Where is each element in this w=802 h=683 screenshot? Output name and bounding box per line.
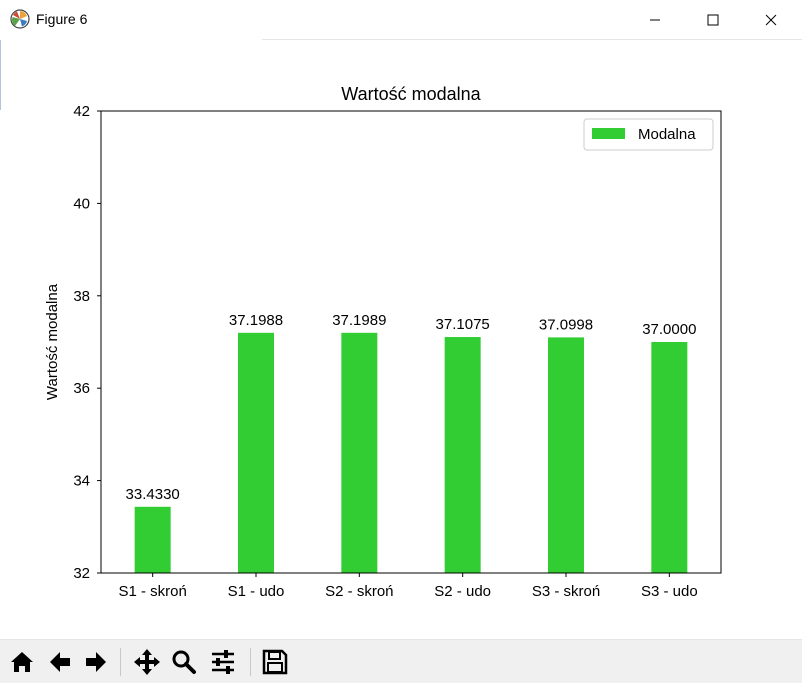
data-labels: 33.4330 37.1988 37.1989 37.1075 37.0998 37.00… [126, 312, 697, 503]
bar-3 [444, 337, 481, 573]
data-label: 37.1075 [436, 316, 490, 333]
window-title: Figure 6 [36, 11, 88, 27]
toolbar-separator [250, 648, 251, 676]
y-tick-label: 42 [73, 103, 90, 120]
y-tick-labels: 32 34 36 38 40 42 [73, 103, 101, 582]
y-tick-label: 32 [73, 565, 90, 582]
y-tick-label: 34 [73, 473, 90, 490]
y-axis-label: Wartość modalna [44, 283, 61, 400]
toolbar-separator [120, 648, 121, 676]
y-tick-label: 38 [73, 288, 90, 305]
data-label: 37.0000 [642, 321, 696, 338]
forward-button[interactable] [80, 646, 112, 678]
zoom-icon [172, 650, 196, 674]
legend-label: Modalna [638, 126, 696, 143]
legend-swatch [592, 128, 625, 139]
configure-subplots-button[interactable] [207, 646, 239, 678]
bar-0 [134, 506, 171, 573]
data-label: 33.4330 [126, 486, 180, 503]
x-tick-label: S3 - udo [641, 583, 698, 600]
home-button[interactable] [6, 646, 38, 678]
bar-5 [651, 342, 688, 573]
bar-1 [238, 332, 274, 573]
data-label: 37.1989 [332, 312, 386, 329]
x-tick-label: S2 - skroń [325, 583, 393, 600]
x-tick-label: S1 - skroń [118, 583, 186, 600]
bar-2 [341, 332, 378, 573]
minimize-icon [650, 19, 660, 21]
title-bar: Figure 6 [0, 0, 802, 40]
chart-title: Wartość modalna [341, 84, 481, 104]
x-tick-label: S2 - udo [434, 583, 491, 600]
back-button[interactable] [44, 646, 76, 678]
pan-icon [134, 649, 160, 675]
minimize-button[interactable] [626, 0, 684, 40]
x-tick-labels: S1 - skroń S1 - udo S2 - skroń S2 - udo S3 -… [118, 573, 698, 600]
y-tick-label: 36 [73, 380, 90, 397]
title-separator [262, 39, 802, 40]
close-button[interactable] [742, 0, 800, 40]
maximize-button[interactable] [684, 0, 742, 40]
maximize-icon [707, 14, 719, 26]
matplotlib-logo-icon [10, 9, 30, 29]
navigation-toolbar [0, 639, 802, 683]
legend-frame [583, 118, 714, 151]
y-tick-label: 40 [73, 195, 90, 212]
close-icon [765, 14, 777, 26]
back-arrow-icon [50, 652, 70, 672]
plot-frame [100, 110, 722, 574]
x-tick-label: S3 - skroń [532, 583, 600, 600]
home-icon [11, 652, 33, 672]
forward-arrow-icon [86, 652, 106, 672]
data-label: 37.0998 [539, 316, 593, 333]
x-tick-label: S1 - udo [228, 583, 285, 600]
bar-4 [548, 337, 584, 573]
pan-button[interactable] [131, 646, 163, 678]
save-icon [262, 649, 288, 675]
window-edge [0, 40, 1, 110]
bars-group [134, 332, 688, 573]
save-button[interactable] [259, 646, 291, 678]
zoom-button[interactable] [168, 646, 200, 678]
data-label: 37.1988 [229, 312, 283, 329]
configure-subplots-icon [212, 650, 234, 674]
legend: Modalna [583, 118, 714, 151]
